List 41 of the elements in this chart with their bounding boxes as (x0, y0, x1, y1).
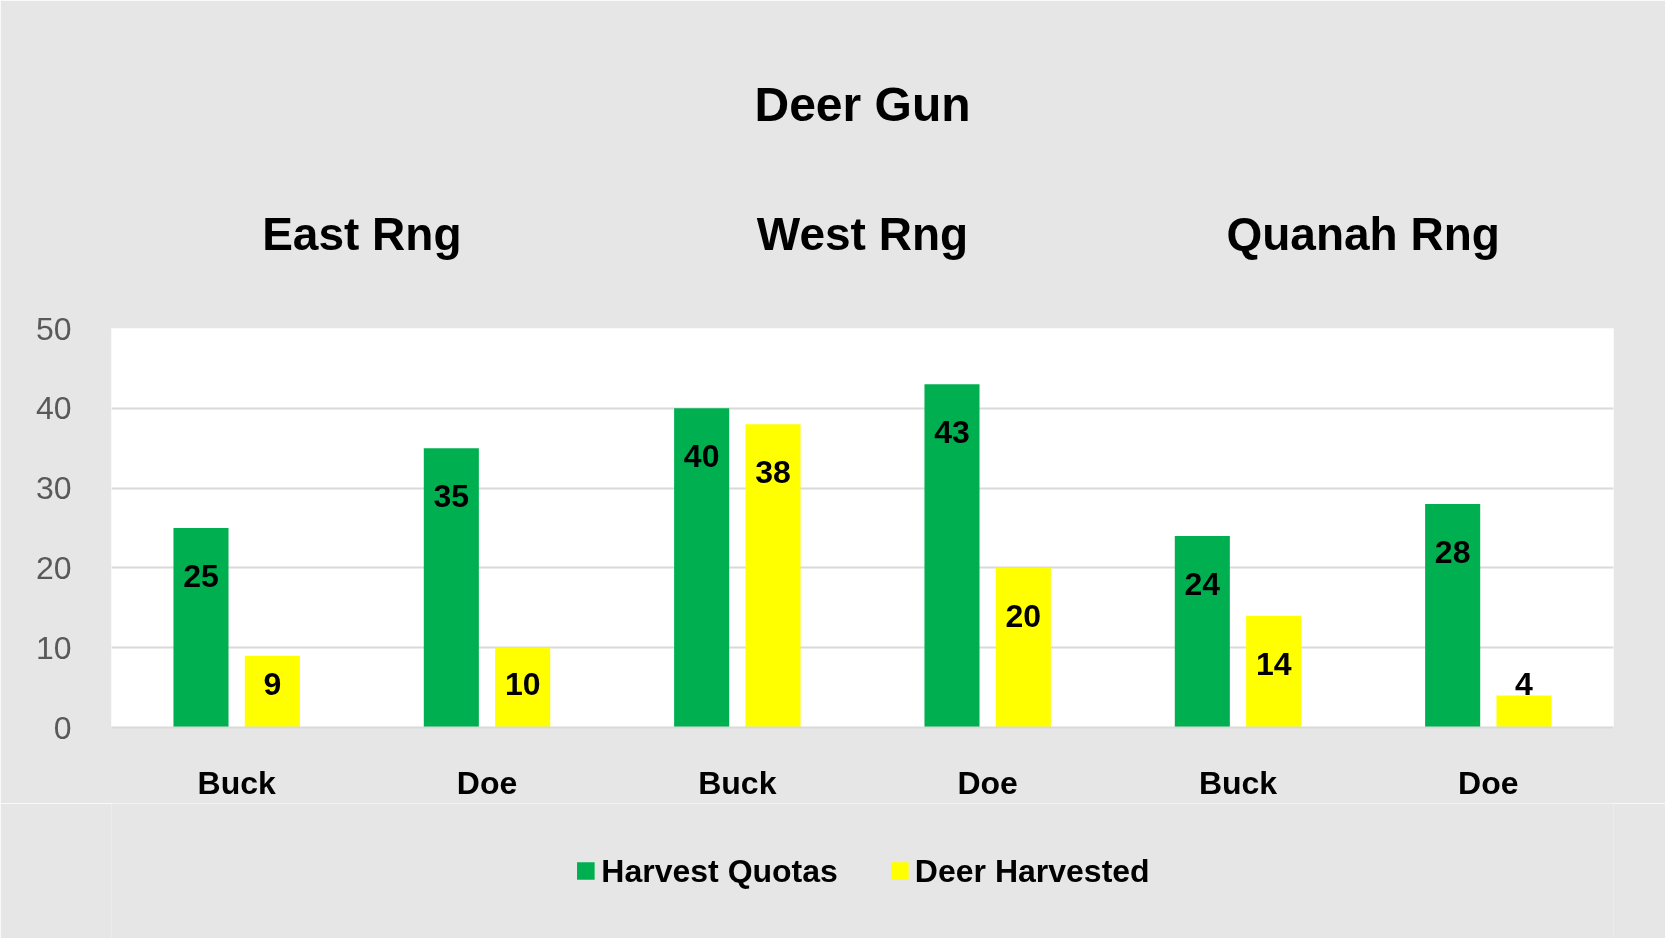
legend-label: Deer Harvested (914, 852, 1150, 889)
bar (924, 384, 980, 728)
legend-label: Harvest Quotas (601, 852, 838, 889)
bar (1425, 504, 1481, 728)
bar (1496, 695, 1552, 728)
y-tick-label: 20 (35, 549, 72, 586)
y-tick-label: 30 (35, 470, 72, 507)
data-label: 35 (433, 478, 470, 515)
x-tick-label: Doe (456, 764, 518, 801)
data-label: 9 (263, 665, 282, 702)
x-tick-label: Doe (957, 764, 1018, 801)
y-tick-label: 10 (35, 629, 72, 666)
data-label: 28 (1434, 534, 1471, 571)
bar (1174, 535, 1230, 728)
data-label: 38 (755, 454, 791, 491)
data-label: 40 (683, 438, 720, 475)
bar (745, 424, 801, 728)
bar (423, 448, 479, 728)
x-tick-label: Doe (1458, 764, 1519, 801)
bar (995, 567, 1051, 728)
bar (1246, 615, 1302, 728)
data-label: 24 (1184, 565, 1221, 602)
chart-title: Deer Gun (754, 77, 971, 131)
text: East Rng (262, 207, 462, 260)
text: West Rng (756, 207, 969, 260)
y-tick-label: 40 (35, 390, 72, 427)
bar (244, 655, 300, 728)
data-label: 10 (504, 665, 541, 702)
data-label: 43 (934, 414, 970, 451)
data-label: 4 (1515, 665, 1534, 702)
x-tick-label: Buck (698, 764, 777, 801)
x-tick-label: Buck (197, 764, 276, 801)
data-label: 25 (183, 558, 219, 594)
y-tick-label: 0 (53, 709, 72, 746)
data-label: 14 (1255, 645, 1292, 682)
bar (674, 408, 730, 728)
x-tick-label: Buck (1198, 764, 1278, 801)
data-label: 20 (1005, 597, 1042, 634)
text: Quanah Rng (1226, 207, 1500, 260)
bar (173, 528, 229, 728)
y-tick-label: 50 (35, 310, 72, 347)
